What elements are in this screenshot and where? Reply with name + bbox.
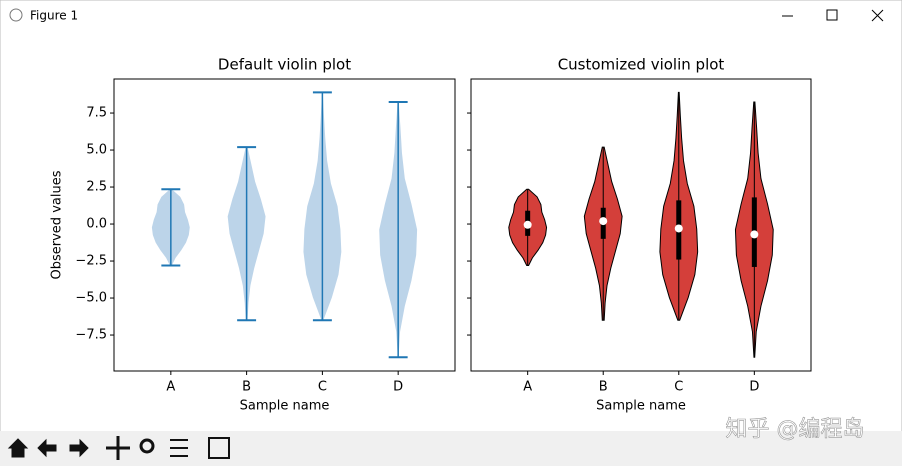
chart-title: Customized violin plot — [558, 56, 725, 74]
y-tick-label: 7.5 — [86, 106, 107, 121]
median-dot — [674, 224, 683, 233]
x-axis-label: Sample name — [596, 399, 686, 414]
axes-frame — [470, 78, 812, 372]
app-icon — [9, 8, 23, 22]
y-tick-label: −7.5 — [75, 328, 107, 343]
chart-title: Default violin plot — [218, 56, 351, 74]
x-tick-label: D — [393, 380, 403, 395]
save-button[interactable] — [208, 437, 230, 459]
x-tick-label: B — [599, 380, 608, 395]
x-axis-label: Sample name — [240, 399, 330, 414]
y-tick-label: −2.5 — [75, 254, 107, 269]
median-dot — [750, 230, 759, 239]
x-tick-label: B — [242, 380, 251, 395]
toolbar-buttons — [7, 436, 230, 460]
x-tick-label: D — [749, 380, 759, 395]
zoom-button[interactable] — [139, 438, 155, 454]
back-button[interactable] — [37, 438, 57, 458]
forward-button[interactable] — [69, 438, 89, 458]
x-tick-label: C — [674, 380, 683, 395]
axes-frame — [113, 78, 456, 372]
pan-button[interactable] — [106, 436, 130, 460]
y-tick-label: 5.0 — [86, 143, 107, 158]
median-dot — [523, 220, 532, 229]
y-tick-label: −5.0 — [75, 291, 107, 306]
toolbar — [0, 431, 902, 466]
window-title: Figure 1 — [30, 9, 78, 23]
x-tick-label: A — [523, 380, 532, 395]
watermark: 知乎 @编程岛 — [726, 417, 865, 442]
configure-button[interactable] — [170, 439, 188, 457]
maximize-button[interactable] — [826, 9, 838, 21]
y-axis-label: Observed values — [50, 170, 65, 279]
y-tick-label: 0.0 — [86, 217, 107, 232]
y-tick-label: 2.5 — [86, 180, 107, 195]
x-tick-label: A — [166, 380, 175, 395]
home-button[interactable] — [7, 438, 29, 458]
close-button[interactable] — [871, 9, 884, 22]
median-dot — [599, 217, 608, 226]
x-tick-label: C — [318, 380, 327, 395]
